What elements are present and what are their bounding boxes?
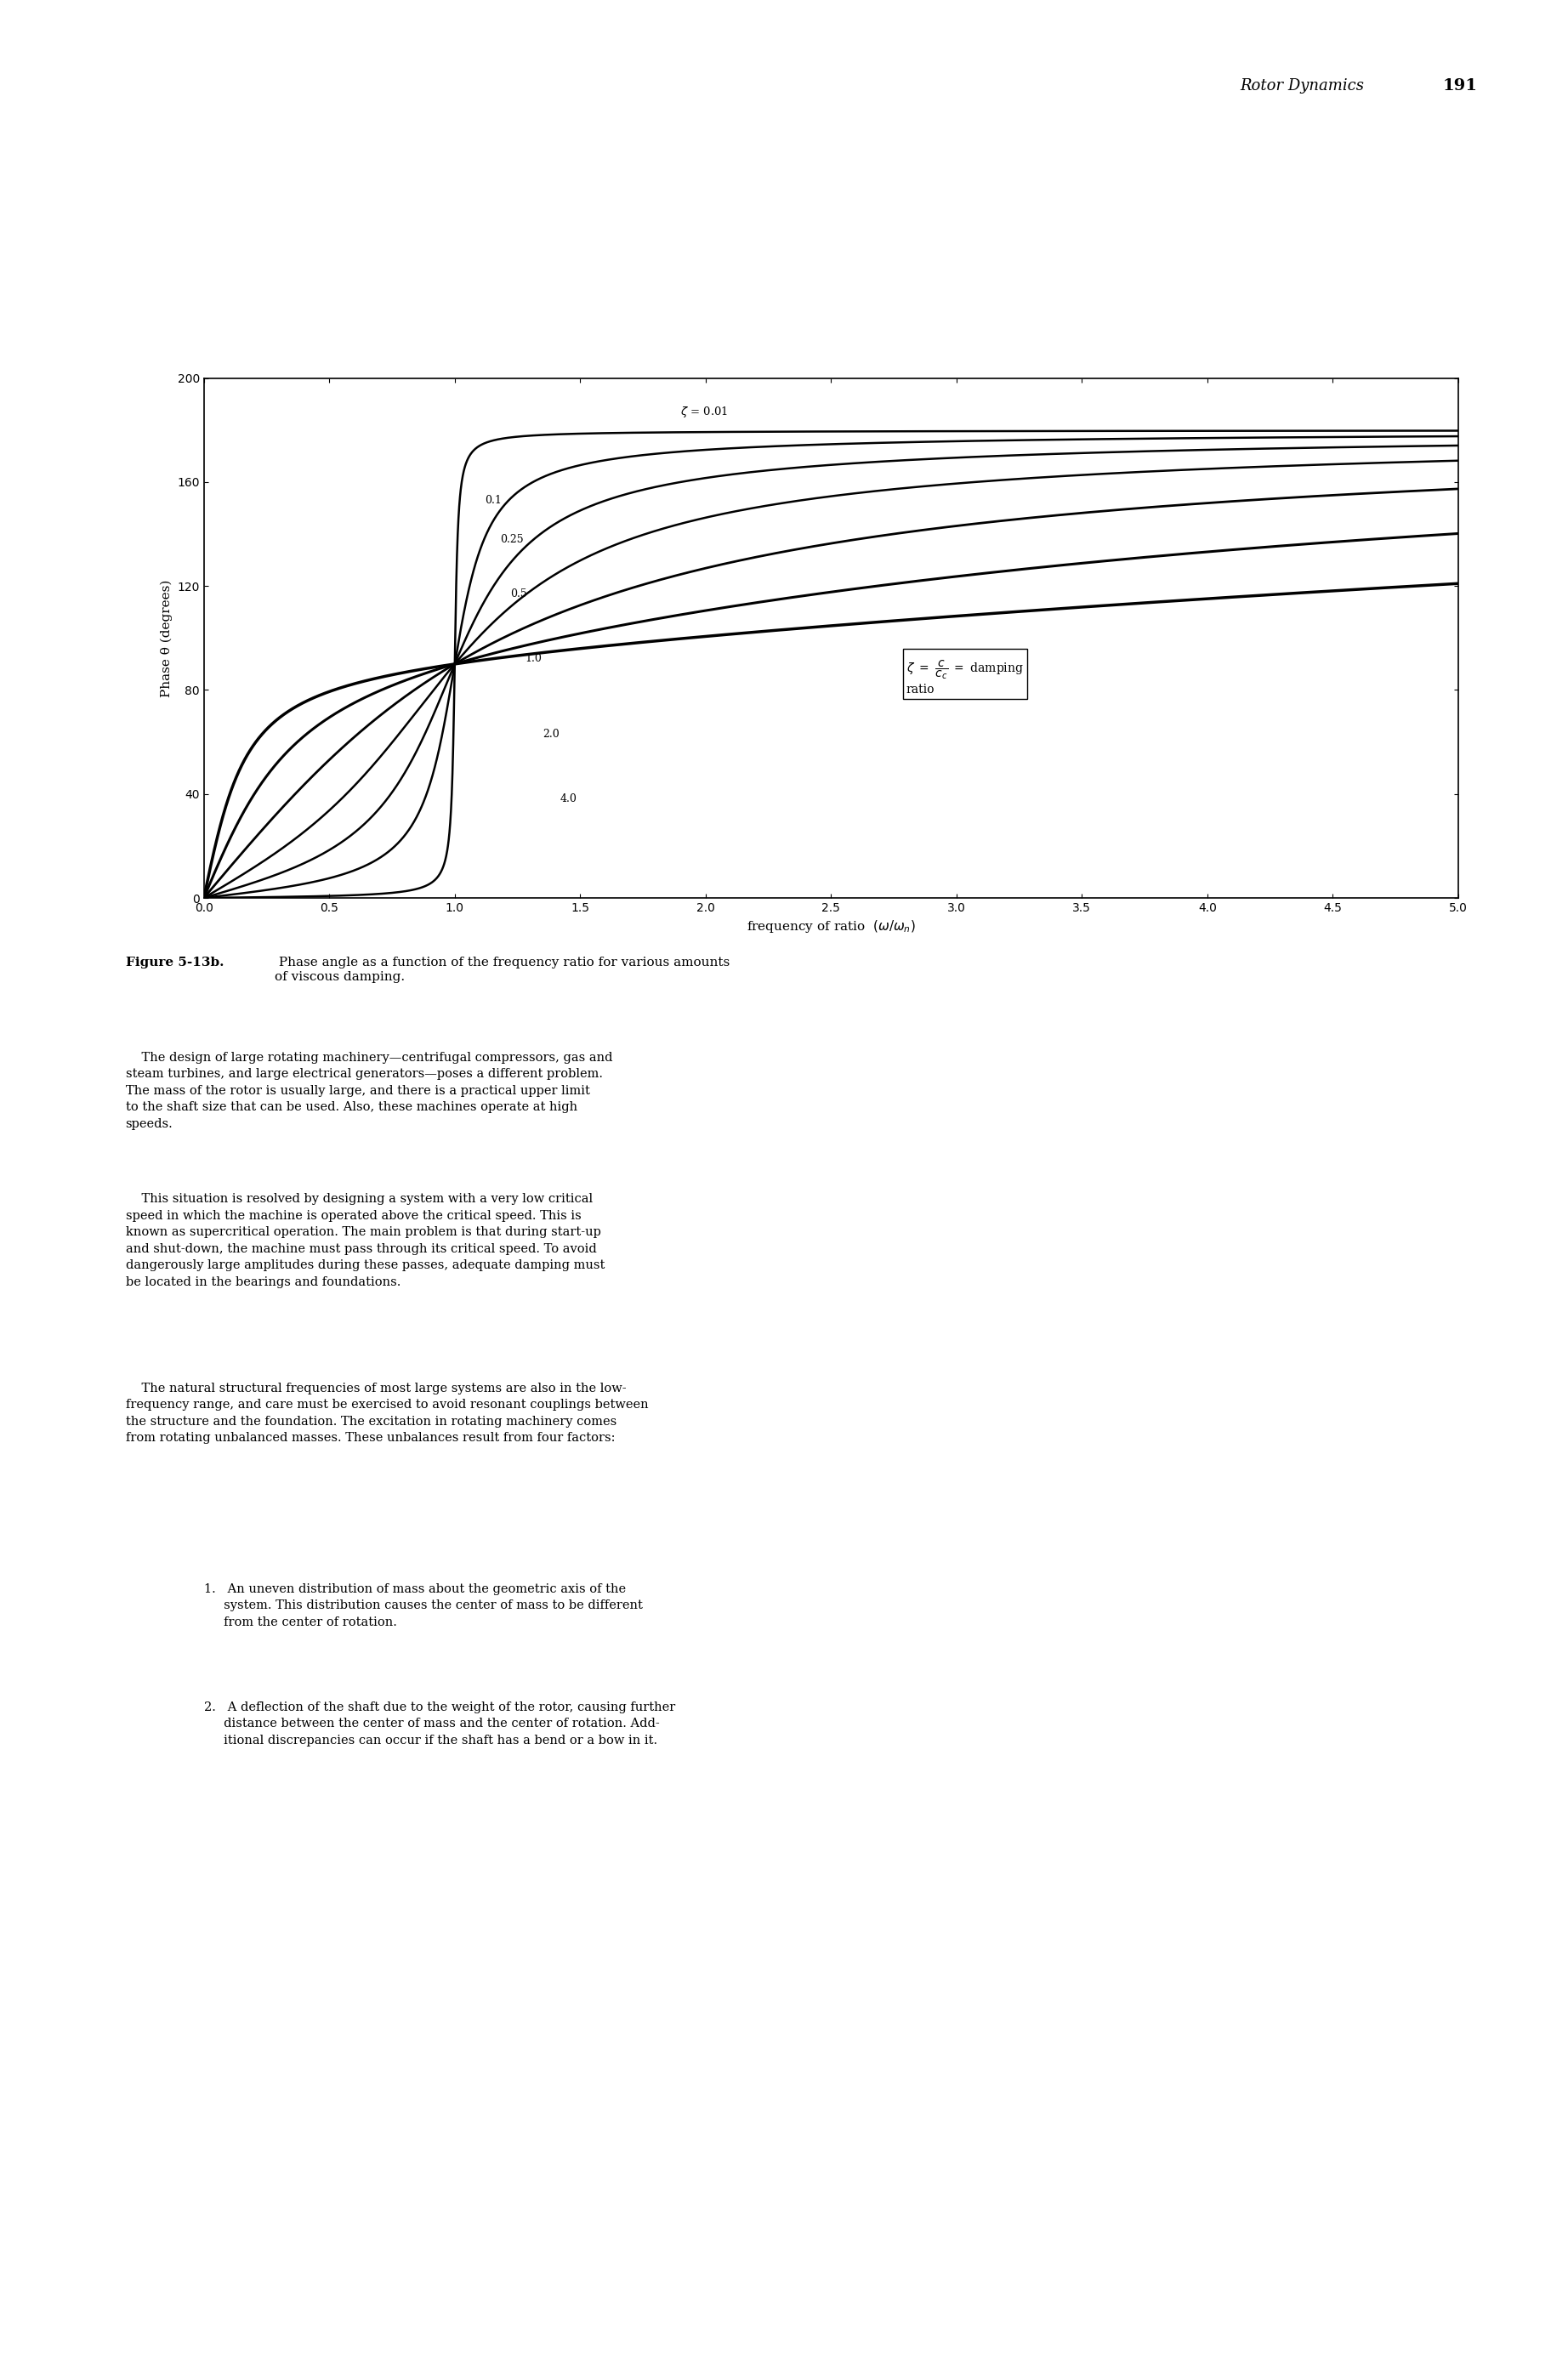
Text: 2.   A deflection of the shaft due to the weight of the rotor, causing further
 : 2. A deflection of the shaft due to the … [204,1701,676,1746]
Text: Figure 5-13b.: Figure 5-13b. [125,957,224,969]
Text: 191: 191 [1443,78,1477,92]
X-axis label: frequency of ratio  $\left(\omega/\omega_n\right)$: frequency of ratio $\left(\omega/\omega_… [746,919,916,936]
Text: 1.0: 1.0 [525,652,543,664]
Text: 0.25: 0.25 [500,534,524,546]
Text: Rotor Dynamics: Rotor Dynamics [1240,78,1364,92]
Text: Phase angle as a function of the frequency ratio for various amounts
of viscous : Phase angle as a function of the frequen… [274,957,729,983]
Text: 0.1: 0.1 [485,494,502,506]
Text: $\zeta$ = 0.01: $\zeta$ = 0.01 [681,404,729,418]
Text: 0.5: 0.5 [510,588,527,600]
Text: 4.0: 4.0 [560,794,577,806]
Text: 1.   An uneven distribution of mass about the geometric axis of the
     system.: 1. An uneven distribution of mass about … [204,1583,643,1628]
Text: $\zeta\ =\ \dfrac{c}{c_c}\ =\ $damping
ratio: $\zeta\ =\ \dfrac{c}{c_c}\ =\ $damping r… [906,659,1024,695]
Text: 2.0: 2.0 [543,728,560,740]
Text: This situation is resolved by designing a system with a very low critical
speed : This situation is resolved by designing … [125,1193,605,1288]
Text: The natural structural frequencies of most large systems are also in the low-
fr: The natural structural frequencies of mo… [125,1382,648,1444]
Y-axis label: Phase θ (degrees): Phase θ (degrees) [160,579,172,697]
Text: The design of large rotating machinery—centrifugal compressors, gas and
steam tu: The design of large rotating machinery—c… [125,1052,612,1130]
